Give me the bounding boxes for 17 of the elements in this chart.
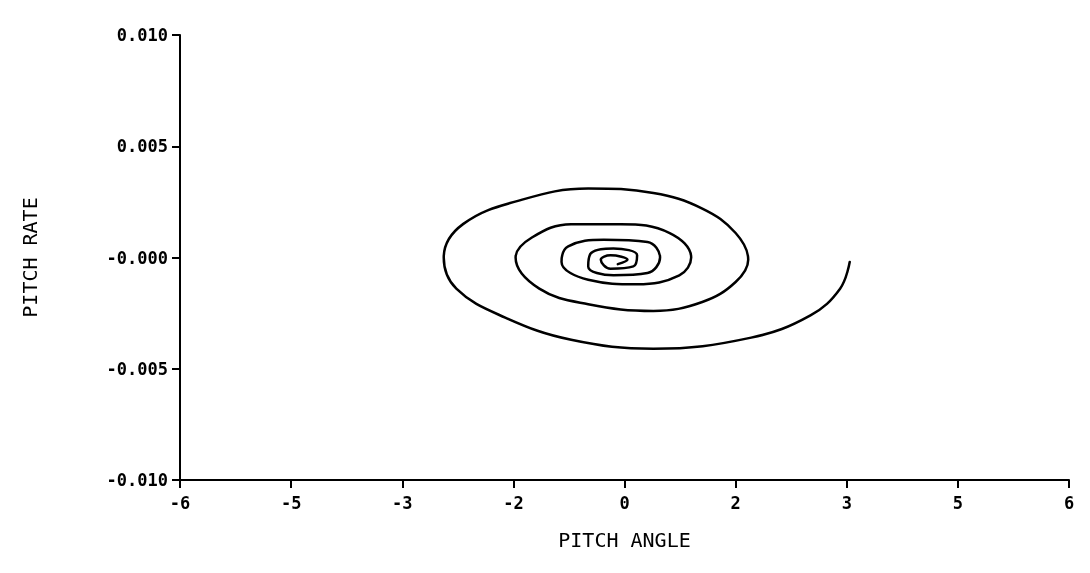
y-tick-label: 0.010 (116, 25, 168, 45)
y-tick-label: 0.005 (116, 136, 168, 157)
y-tick-label: -0.000 (106, 247, 168, 268)
y-axis-title: PITCH RATE (18, 197, 42, 318)
x-axis-title: PITCH ANGLE (558, 528, 691, 552)
x-tick-label: -6 (169, 492, 191, 513)
x-tick-label: 2 (730, 492, 741, 513)
x-tick-label: 0 (619, 492, 630, 513)
y-tick-label: -0.010 (106, 470, 168, 490)
line-series (442, 187, 851, 350)
x-tick-label: 6 (1063, 492, 1075, 513)
x-tick-label: 3 (841, 492, 852, 513)
x-tick-label: 5 (952, 492, 963, 513)
y-tick-label: -0.005 (106, 358, 168, 379)
x-tick-label: -2 (503, 492, 524, 513)
x-tick-label: -3 (392, 492, 413, 513)
x-tick-label: -5 (280, 492, 302, 513)
